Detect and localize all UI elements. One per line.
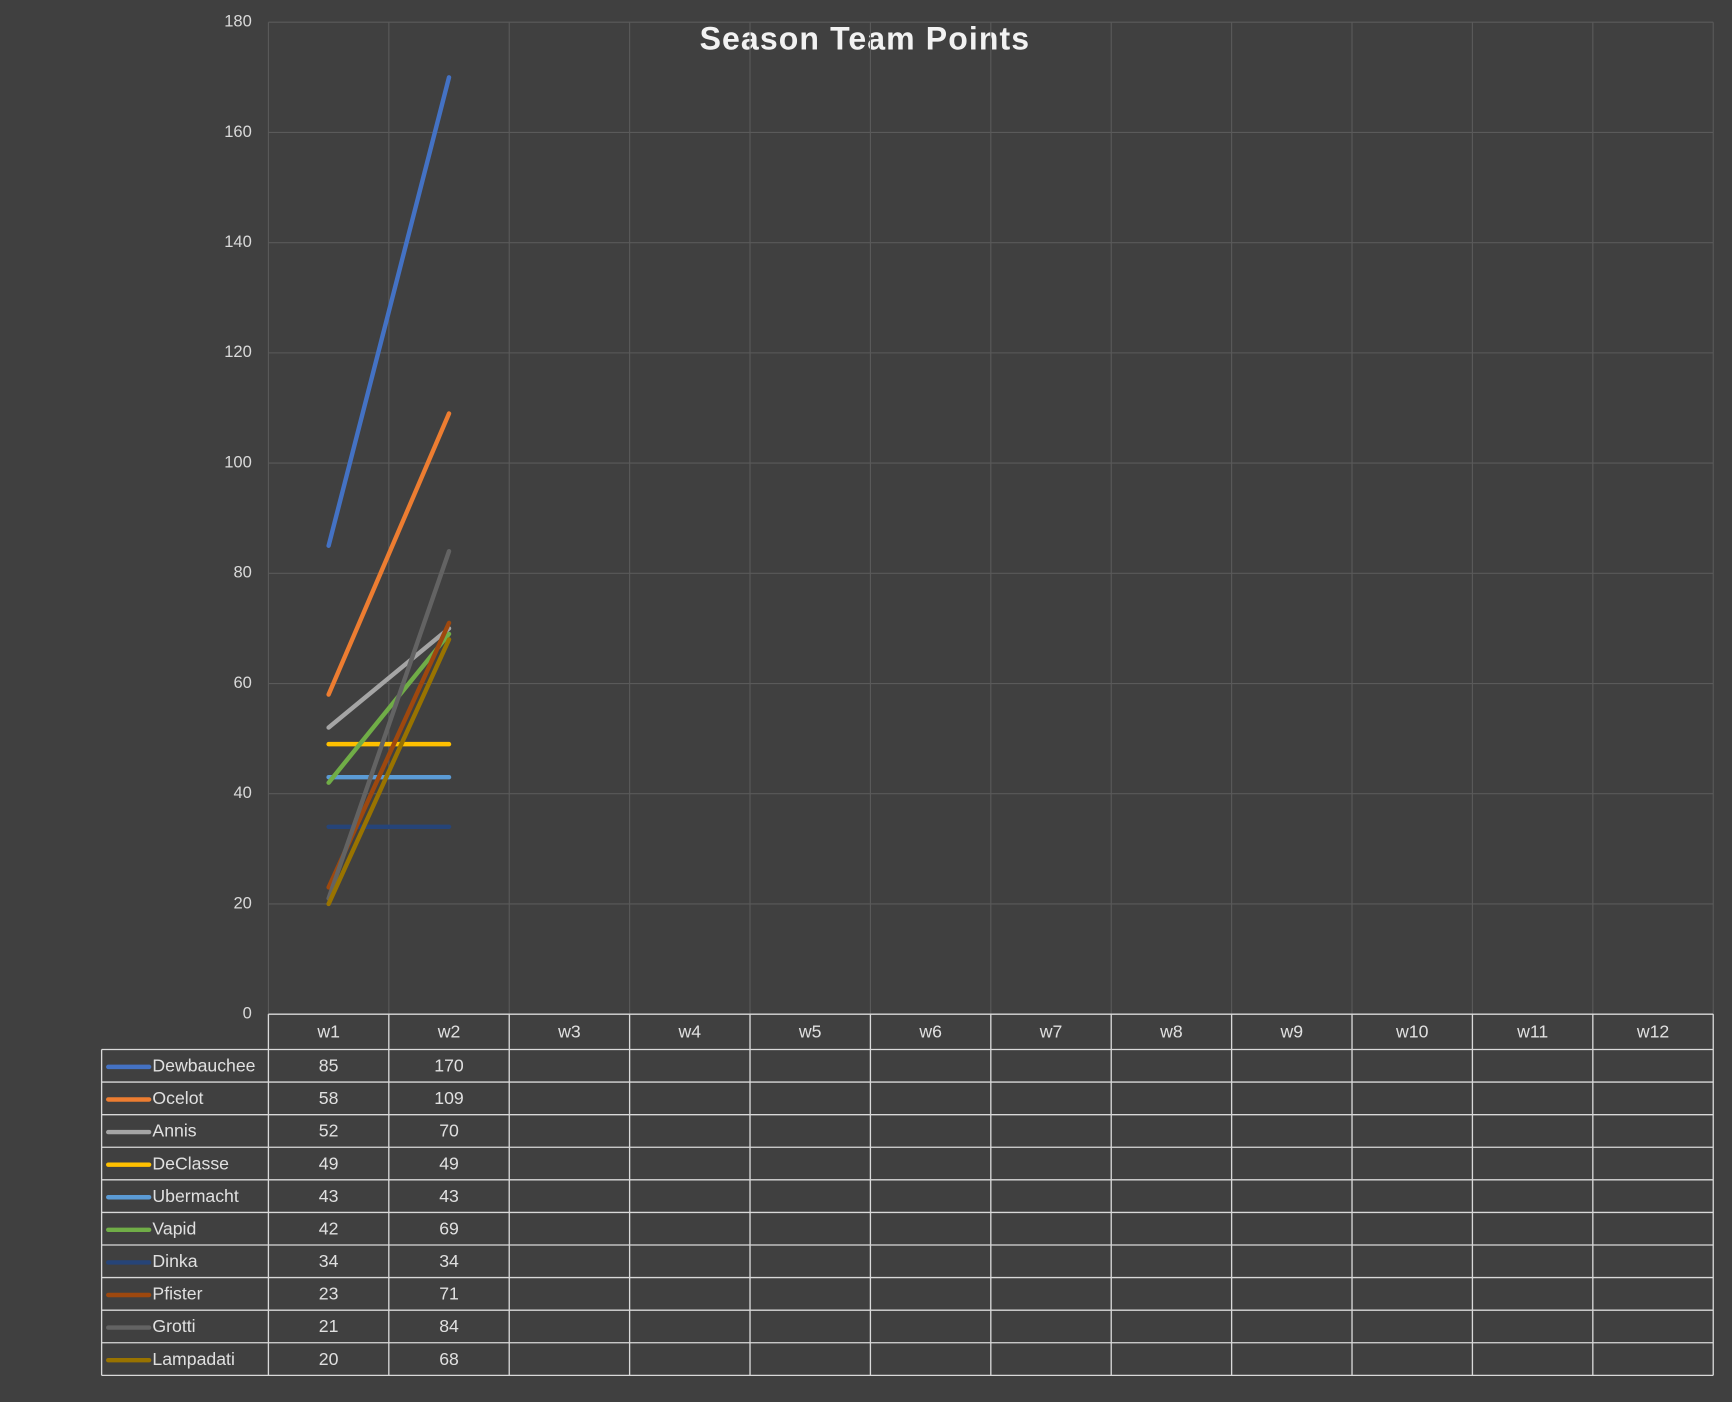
table-value: 71 bbox=[439, 1284, 459, 1304]
table-value: 68 bbox=[439, 1349, 459, 1369]
legend-label: Vapid bbox=[152, 1218, 196, 1238]
legend-label: Dinka bbox=[152, 1251, 197, 1271]
legend-label: Pfister bbox=[152, 1284, 202, 1304]
x-tick-label: w4 bbox=[678, 1022, 702, 1042]
series-line bbox=[326, 631, 452, 785]
table-value: 21 bbox=[319, 1316, 339, 1336]
y-tick-label: 60 bbox=[233, 673, 251, 692]
table-value: 84 bbox=[439, 1316, 459, 1336]
x-tick-label: w11 bbox=[1516, 1022, 1548, 1042]
y-tick-label: 160 bbox=[224, 122, 252, 141]
x-tick-label: w5 bbox=[798, 1022, 822, 1042]
x-tick-label: w6 bbox=[918, 1022, 942, 1042]
legend-label: Lampadati bbox=[152, 1349, 234, 1369]
table-value: 43 bbox=[439, 1186, 459, 1206]
x-tick-label: w8 bbox=[1159, 1022, 1183, 1042]
table-value: 58 bbox=[319, 1088, 339, 1108]
y-tick-label: 80 bbox=[233, 563, 251, 582]
table-value: 69 bbox=[439, 1218, 459, 1238]
y-tick-label: 20 bbox=[233, 893, 251, 912]
x-tick-label: w10 bbox=[1395, 1022, 1429, 1042]
legend-label: Ubermacht bbox=[152, 1186, 238, 1206]
y-tick-label: 140 bbox=[224, 232, 252, 251]
y-tick-label: 100 bbox=[224, 452, 252, 471]
table-value: 109 bbox=[434, 1088, 463, 1108]
table-value: 43 bbox=[319, 1186, 339, 1206]
table-value: 49 bbox=[439, 1153, 459, 1173]
table-value: 42 bbox=[319, 1218, 339, 1238]
series-line bbox=[326, 411, 452, 697]
series-line bbox=[326, 549, 452, 901]
x-tick-label: w3 bbox=[557, 1022, 581, 1042]
x-tick-label: w9 bbox=[1280, 1022, 1304, 1042]
table-value: 85 bbox=[319, 1056, 339, 1076]
legend-label: Grotti bbox=[152, 1316, 195, 1336]
legend-label: DeClasse bbox=[152, 1153, 229, 1173]
y-tick-label: 180 bbox=[224, 12, 252, 31]
legend-label: Annis bbox=[152, 1121, 196, 1141]
chart-title: Season Team Points bbox=[700, 20, 1031, 56]
table-value: 23 bbox=[319, 1284, 339, 1304]
legend-label: Ocelot bbox=[152, 1088, 203, 1108]
table-value: 34 bbox=[319, 1251, 339, 1271]
series-line bbox=[326, 626, 452, 730]
legend-label: Dewbauchee bbox=[152, 1056, 255, 1076]
y-tick-label: 40 bbox=[233, 783, 251, 802]
y-tick-label: 120 bbox=[224, 342, 252, 361]
x-tick-label: w2 bbox=[437, 1022, 461, 1042]
series-line bbox=[326, 75, 452, 548]
y-tick-label: 0 bbox=[243, 1004, 252, 1023]
table-value: 70 bbox=[439, 1121, 459, 1141]
x-tick-label: w12 bbox=[1636, 1022, 1669, 1042]
table-value: 20 bbox=[319, 1349, 339, 1369]
table-value: 49 bbox=[319, 1153, 339, 1173]
series-line bbox=[326, 637, 452, 907]
table-value: 170 bbox=[434, 1056, 464, 1076]
table-value: 52 bbox=[319, 1121, 339, 1141]
table-value: 34 bbox=[439, 1251, 459, 1271]
x-tick-label: w7 bbox=[1039, 1022, 1063, 1042]
x-tick-label: w1 bbox=[316, 1022, 340, 1042]
